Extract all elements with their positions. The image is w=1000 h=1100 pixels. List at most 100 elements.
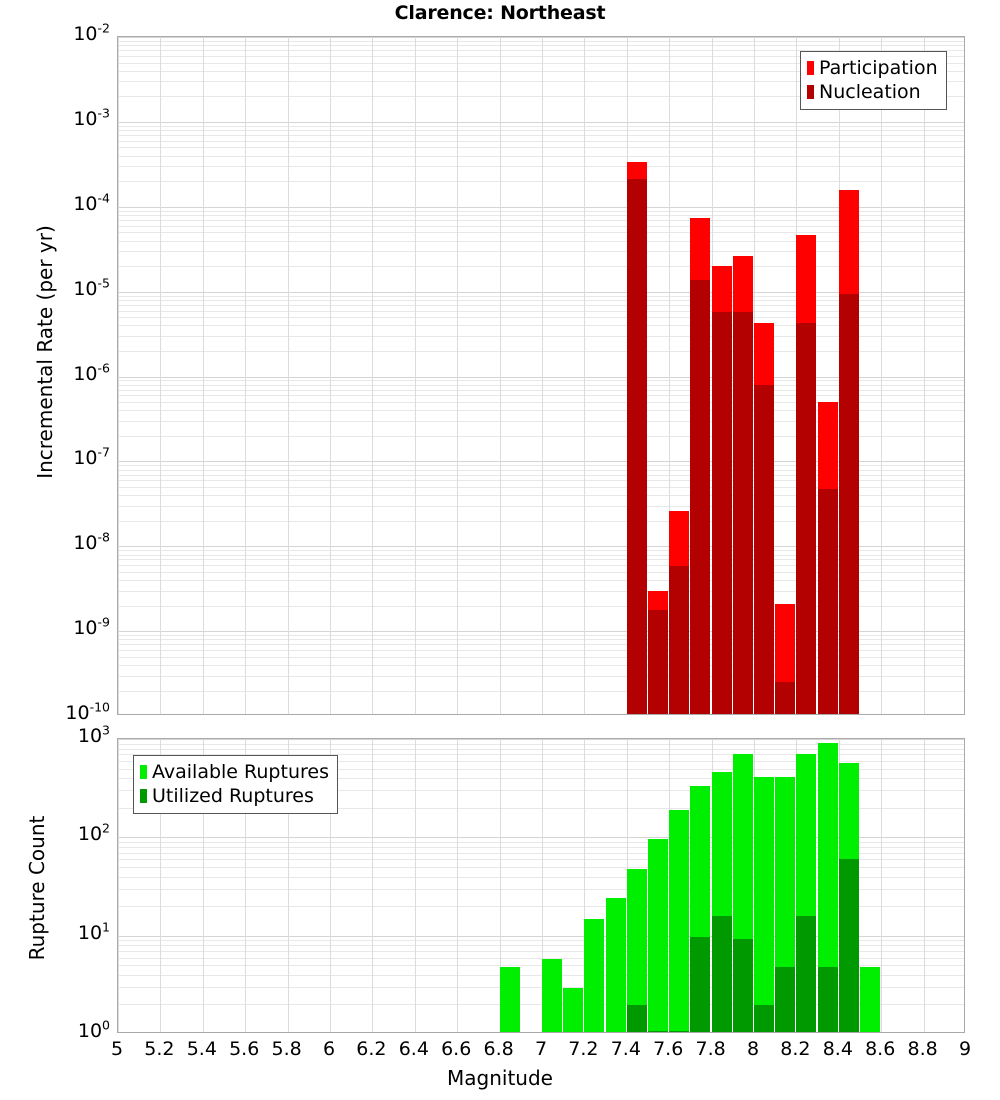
gridline-horizontal xyxy=(118,166,964,168)
gridline-horizontal xyxy=(118,140,964,142)
gridline-horizontal xyxy=(118,251,964,253)
top-plot-bars xyxy=(118,37,964,714)
gridline-horizontal xyxy=(118,565,964,567)
gridline-vertical xyxy=(542,739,543,1032)
legend-label: Available Ruptures xyxy=(152,760,329,783)
bar xyxy=(648,591,668,714)
bar xyxy=(711,772,732,1032)
incremental-rate-plot xyxy=(117,36,965,715)
gridline-horizontal xyxy=(118,435,964,437)
gridline-vertical xyxy=(457,37,459,714)
gridline-horizontal xyxy=(118,225,964,227)
gridline-horizontal xyxy=(118,866,964,868)
gridline-horizontal xyxy=(118,807,964,809)
gridline-horizontal xyxy=(118,957,964,959)
gridline-horizontal xyxy=(118,495,964,497)
gridline-horizontal xyxy=(118,945,964,947)
bar-inner-segment xyxy=(648,609,668,714)
bar xyxy=(796,753,817,1032)
bar-inner-segment xyxy=(690,937,711,1032)
y-axis-tick-label: 10-5 xyxy=(73,275,110,300)
gridline-vertical xyxy=(923,739,925,1032)
bar-inner-segment xyxy=(732,311,753,714)
bar-inner-segment xyxy=(732,939,753,1032)
bar xyxy=(796,235,817,714)
bar xyxy=(626,161,647,714)
x-axis-tick-label: 9 xyxy=(958,1038,972,1060)
x-axis-tick-label: 5.6 xyxy=(229,1038,260,1060)
gridline-horizontal xyxy=(118,846,964,848)
bottom-y-axis-title: Rupture Count xyxy=(25,815,49,961)
gridline-horizontal xyxy=(118,965,964,967)
gridline-vertical xyxy=(202,37,204,714)
legend-swatch-icon xyxy=(140,789,147,803)
bar xyxy=(499,966,520,1032)
x-axis-tick-label: 8.4 xyxy=(822,1038,853,1060)
gridline-horizontal xyxy=(118,690,964,692)
y-axis-tick-label: 10-2 xyxy=(73,20,110,45)
y-axis-tick-label: 100 xyxy=(77,1017,110,1042)
bar-inner-segment xyxy=(796,323,817,714)
gridline-horizontal xyxy=(118,935,964,937)
y-axis-tick-label: 101 xyxy=(77,919,110,944)
bottom-plot-legend: Available Ruptures Utilized Ruptures xyxy=(133,755,338,814)
gridline-vertical xyxy=(881,739,883,1032)
gridline-horizontal xyxy=(118,859,964,861)
gridline-horizontal xyxy=(118,790,964,792)
x-axis-tick-label: 5.8 xyxy=(271,1038,302,1060)
gridline-horizontal xyxy=(118,325,964,327)
bar-inner-segment xyxy=(775,681,796,714)
gridline-horizontal xyxy=(118,987,964,989)
y-axis-tick-label: 10-4 xyxy=(73,190,110,215)
legend-label: Utilized Ruptures xyxy=(152,784,314,807)
bar xyxy=(690,785,711,1032)
gridline-horizontal xyxy=(118,837,964,839)
legend-swatch-icon xyxy=(140,765,147,779)
gridline-horizontal xyxy=(118,754,964,756)
y-axis-tick-label: 10-8 xyxy=(73,529,110,555)
x-axis-tick-label: 6 xyxy=(322,1038,336,1060)
gridline-vertical xyxy=(202,739,204,1032)
gridline-horizontal xyxy=(118,474,964,476)
gridline-horizontal xyxy=(118,310,964,312)
bar-inner-segment xyxy=(838,859,859,1032)
gridline-horizontal xyxy=(118,580,964,581)
bar xyxy=(860,966,880,1032)
x-axis-title: Magnitude xyxy=(447,1066,553,1090)
legend-label: Participation xyxy=(819,56,938,79)
x-axis-tick-label: 7.4 xyxy=(610,1038,641,1060)
gridline-horizontal xyxy=(118,768,964,770)
gridline-vertical xyxy=(414,739,416,1032)
bar-inner-segment xyxy=(626,1004,647,1032)
bar xyxy=(542,959,562,1032)
bottom-plot-gridlines xyxy=(118,739,964,1032)
gridline-horizontal xyxy=(118,465,964,467)
gridline-horizontal xyxy=(118,70,964,72)
gridline-horizontal xyxy=(118,380,964,382)
gridline-horizontal xyxy=(118,743,964,745)
gridline-vertical xyxy=(160,739,162,1032)
gridline-horizontal xyxy=(118,45,964,47)
gridline-horizontal xyxy=(118,639,964,641)
gridline-horizontal xyxy=(118,461,964,463)
x-axis-tick-label: 8.8 xyxy=(907,1038,938,1060)
gridline-horizontal xyxy=(118,664,964,666)
bar xyxy=(754,777,774,1032)
x-axis-tick-label: 8.6 xyxy=(865,1038,896,1060)
gridline-horizontal xyxy=(118,291,964,293)
gridline-horizontal xyxy=(118,546,964,548)
gridline-horizontal xyxy=(118,206,964,208)
bar-inner-segment xyxy=(690,280,711,714)
gridline-horizontal xyxy=(118,656,964,658)
gridline-horizontal xyxy=(118,125,964,127)
top-y-axis-ticks: 10-2 10-3 10-4 10-5 10-6 10-7 10-8 10-9 10-10 xyxy=(0,22,110,723)
gridline-horizontal xyxy=(118,376,964,378)
bar-inner-segment xyxy=(754,385,774,714)
y-axis-tick-label: 10-9 xyxy=(73,614,110,640)
legend-label: Nucleation xyxy=(819,80,921,103)
gridline-horizontal xyxy=(118,650,964,651)
gridline-horizontal xyxy=(118,486,964,488)
gridline-horizontal xyxy=(118,520,964,522)
gridline-horizontal xyxy=(118,420,964,422)
x-axis-tick-label: 7.2 xyxy=(568,1038,599,1060)
